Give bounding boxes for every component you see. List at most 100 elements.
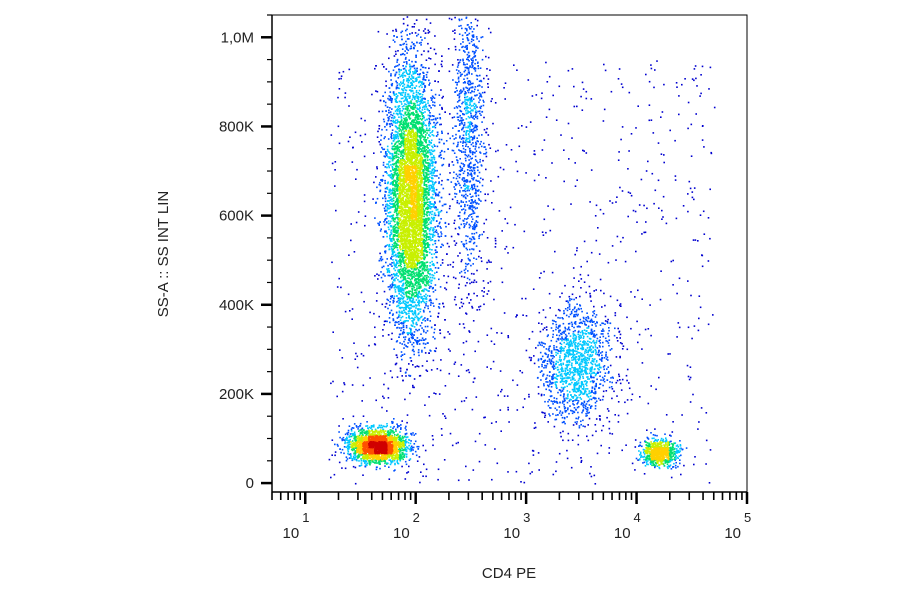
event-dot (553, 397, 556, 399)
event-dot (421, 337, 424, 339)
event-dot (399, 431, 401, 433)
event-dot (429, 132, 432, 134)
event-dot (530, 359, 532, 361)
event-dot (578, 336, 580, 339)
event-dot (559, 431, 562, 434)
event-dot (466, 67, 469, 70)
event-dot (473, 273, 475, 275)
event-dot (474, 115, 476, 117)
event-dot (493, 343, 496, 345)
event-dot (433, 97, 436, 99)
event-dot (648, 80, 651, 83)
event-dot (472, 206, 474, 209)
event-dot (457, 143, 459, 146)
event-dot (544, 352, 546, 355)
event-dot (566, 380, 568, 382)
event-dot (628, 91, 631, 94)
event-dot (466, 155, 469, 158)
event-dot (386, 206, 389, 208)
event-dot (466, 195, 469, 197)
event-dot (394, 289, 397, 291)
event-dot (414, 304, 417, 306)
event-dot (542, 361, 544, 363)
event-dot (393, 117, 395, 119)
event-dot (591, 360, 593, 362)
event-dot (564, 284, 566, 287)
event-dot (468, 72, 470, 75)
event-dot (396, 122, 398, 124)
event-dot (541, 231, 544, 233)
event-dot (645, 170, 648, 172)
event-dot (580, 265, 582, 268)
event-dot (416, 329, 419, 332)
event-dot (561, 339, 563, 342)
event-dot (552, 208, 555, 211)
event-dot (398, 73, 401, 76)
event-dot (379, 143, 382, 146)
event-dot (403, 42, 405, 45)
event-dot (555, 363, 557, 366)
event-dot (482, 295, 485, 297)
event-dot (385, 261, 387, 264)
event-dot (454, 29, 456, 31)
event-dot (428, 123, 431, 125)
event-dot (586, 388, 589, 390)
event-dot (472, 44, 474, 46)
event-dot (463, 223, 465, 225)
event-dot (389, 160, 391, 163)
event-dot (472, 131, 474, 134)
event-dot (598, 340, 600, 342)
event-dot (440, 218, 442, 220)
event-dot (409, 70, 411, 73)
event-dot (459, 109, 461, 112)
event-dot (448, 333, 451, 335)
event-dot (477, 47, 479, 49)
event-dot (402, 22, 405, 25)
event-dot (395, 87, 398, 90)
event-dot (677, 322, 680, 324)
event-dot (678, 451, 681, 454)
event-dot (346, 432, 348, 434)
event-dot (468, 200, 471, 202)
event-dot (541, 355, 544, 358)
event-dot (470, 105, 473, 107)
event-dot (587, 376, 589, 378)
event-dot (585, 348, 587, 351)
event-dot (352, 415, 355, 418)
event-dot (575, 313, 578, 316)
event-dot (405, 89, 408, 92)
event-dot (462, 137, 464, 140)
event-dot (654, 466, 656, 469)
event-dot (459, 166, 462, 169)
event-dot (610, 348, 613, 350)
event-dot (436, 251, 438, 253)
event-dot (451, 444, 454, 447)
event-dot (416, 67, 418, 70)
event-dot (387, 334, 390, 336)
event-dot (399, 108, 401, 110)
event-dot (567, 369, 569, 371)
event-dot (561, 336, 563, 338)
event-dot (401, 315, 404, 318)
event-dot (441, 55, 443, 57)
event-dot (560, 134, 562, 136)
event-dot (559, 309, 561, 312)
event-dot (435, 347, 437, 350)
event-dot (557, 361, 559, 364)
event-dot (543, 367, 545, 369)
event-dot (559, 394, 562, 397)
event-dot (432, 189, 434, 192)
event-dot (560, 386, 563, 389)
event-dot (595, 361, 598, 363)
event-dot (479, 95, 481, 97)
event-dot (440, 138, 443, 141)
event-dot (359, 424, 361, 427)
event-dot (585, 370, 587, 372)
event-dot (415, 56, 417, 58)
event-dot (375, 65, 377, 67)
event-dot (609, 381, 611, 383)
event-dot (428, 352, 430, 354)
event-dot (655, 388, 657, 391)
event-dot (403, 74, 406, 77)
event-dot (626, 368, 629, 371)
